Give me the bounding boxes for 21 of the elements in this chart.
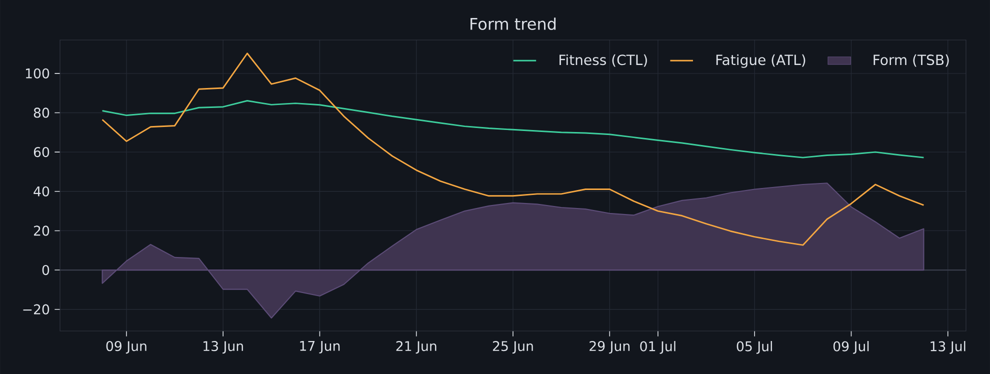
chart-title: Form trend <box>470 18 556 30</box>
x-tick-label: 01 Jul <box>640 341 676 354</box>
x-tick-label: 09 Jul <box>833 341 869 354</box>
y-tick-label: 40 <box>34 186 50 196</box>
x-tick-label: 05 Jul <box>736 341 772 354</box>
x-tick-label: 09 Jun <box>106 341 146 354</box>
legend-label: Fatigue (ATL) <box>716 54 806 68</box>
y-tick-label: 20 <box>34 226 50 236</box>
x-tick-label: 13 Jun <box>204 341 243 354</box>
y-tick-label: 80 <box>34 108 50 118</box>
x-tick-label: 29 Jun <box>590 341 630 354</box>
legend-label: Form (TSB) <box>874 54 949 67</box>
y-tick-label: 0 <box>42 264 50 276</box>
x-tick-label: 21 Jun <box>396 341 436 354</box>
x-tick-label: 25 Jun <box>492 341 533 354</box>
y-tick-label: 60 <box>34 147 50 158</box>
x-tick-label: 13 Jul <box>930 341 966 354</box>
x-tick-label: 17 Jun <box>300 341 340 354</box>
y-tick-label: 100 <box>26 68 50 78</box>
legend-label: Fitness (CTL) <box>560 54 647 67</box>
y-tick-label: −20 <box>23 304 50 314</box>
